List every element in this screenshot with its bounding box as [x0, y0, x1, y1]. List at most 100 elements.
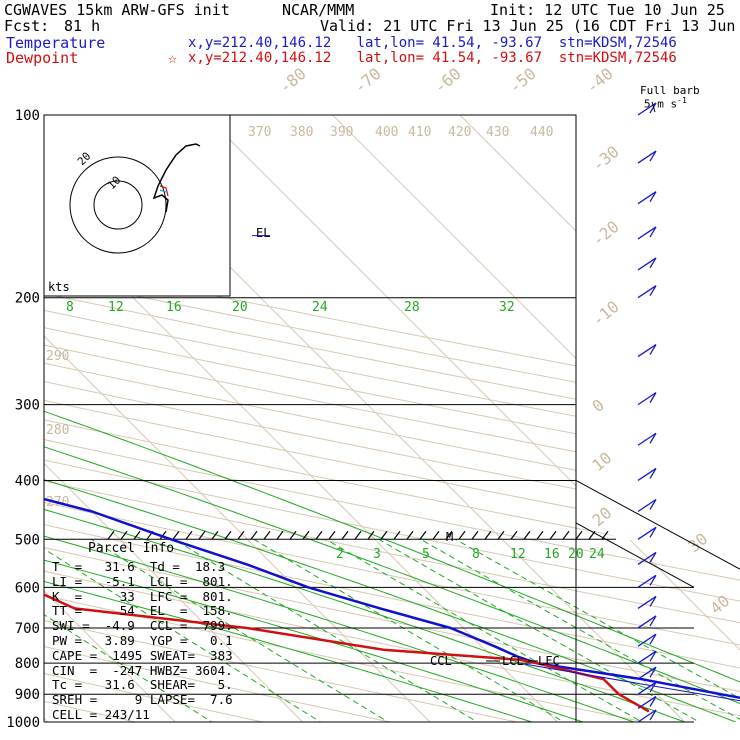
wind-barb-flag — [649, 150, 657, 162]
wind-barb-flag — [649, 633, 657, 645]
wind-barb-flag — [649, 681, 657, 693]
mixing-ratio-label: 5 — [422, 547, 430, 562]
temperature-profile-point — [641, 678, 643, 680]
mixing-ratio-label: 2 — [336, 547, 344, 562]
pressure-tick-label: 600 — [15, 580, 40, 596]
isotherm-label: -50 — [505, 64, 539, 97]
freezing-hatch — [120, 530, 128, 540]
wind-barb-flag — [649, 650, 657, 662]
moist-adiabat-label: 12 — [108, 300, 124, 315]
isotherm-label: -70 — [350, 64, 384, 97]
wind-barb — [637, 681, 657, 695]
hodograph-units: kts — [48, 280, 70, 294]
wind-barb — [637, 633, 657, 647]
dry-adiabat — [44, 115, 740, 722]
moist-adiabat-label: 20 — [232, 300, 248, 315]
moist-adiabat-label: 16 — [166, 300, 182, 315]
hodograph-storm-motion — [159, 189, 167, 193]
wind-barb — [637, 257, 657, 271]
wind-barbs — [637, 101, 657, 723]
freezing-hatch — [458, 530, 466, 540]
wind-barb-flag — [649, 596, 657, 607]
wind-barb — [637, 467, 657, 481]
freezing-hatch — [601, 530, 609, 540]
dry-adiabat — [44, 115, 740, 722]
dry-adiabat-label: 280 — [46, 423, 69, 438]
init-time: Init: 12 UTC Tue 10 Jun 25 — [490, 1, 725, 19]
mixing-ratio-line — [91, 538, 410, 722]
barb-legend-sample — [651, 101, 656, 113]
freezing-hatch — [198, 530, 206, 540]
temperature-profile-point — [307, 586, 309, 589]
valid-time: Valid: 21 UTC Fri 13 Jun 25 (16 CDT Fri … — [320, 17, 740, 35]
temperature-profile-point — [379, 607, 381, 610]
dewpoint-profile — [44, 115, 650, 713]
wind-barb-flag — [649, 226, 657, 238]
dry-adiabat-label: 380 — [290, 125, 313, 140]
parcel-info-row: SWI = -4.9 CCL = 799. — [52, 618, 233, 634]
temperature-profile-point — [246, 563, 248, 566]
parcel-info-row: TT = 54 EL = 158. — [52, 603, 233, 619]
wind-barb-flag — [649, 432, 657, 444]
wind-barb-flag — [649, 499, 657, 510]
temperature-profile-point — [449, 627, 452, 629]
dewpoint-profile-point — [618, 693, 620, 695]
freezing-hatch — [211, 530, 219, 540]
isotherm — [77, 115, 698, 722]
isotherm-label: 10 — [588, 448, 615, 475]
pressure-tick-label: 200 — [15, 291, 40, 307]
moist-adiabat-label: 24 — [312, 300, 328, 315]
wind-barb-flag — [649, 709, 657, 721]
isotherm — [44, 115, 316, 722]
isotherm — [204, 115, 740, 722]
dry-adiabat-label: 370 — [248, 125, 271, 140]
mixing-ratio-label: 12 — [510, 547, 526, 562]
dry-adiabat — [44, 115, 710, 722]
freezing-hatch — [406, 530, 414, 540]
mixing-ratio-line — [44, 538, 342, 722]
dry-adiabat-label: 400 — [375, 125, 398, 140]
mixing-ratio-line — [378, 538, 723, 722]
freezing-hatch — [484, 530, 492, 540]
pressure-tick-label: 300 — [15, 398, 40, 414]
mixing-ratio-label: 3 — [373, 547, 381, 562]
wind-barb-flag — [649, 468, 657, 479]
mixing-ratio-line — [455, 538, 740, 722]
annotation-m: M — [446, 530, 453, 544]
freezing-hatch — [341, 530, 349, 540]
wind-barb — [637, 709, 657, 723]
wind-barb-flag — [649, 666, 657, 678]
freezing-hatch — [263, 530, 271, 540]
wind-barb-flag — [649, 526, 657, 538]
moist-adiabat-label: 32 — [499, 300, 515, 315]
annotation-lfc: LFC — [538, 654, 560, 668]
parcel-info-title: Parcel Info — [88, 541, 175, 556]
parcel-info-row: PW = 3.89 YGP = 0.1 — [52, 633, 233, 648]
plot-frame-diagonal — [575, 480, 740, 570]
freezing-hatch — [185, 530, 193, 540]
wind-barb — [637, 666, 657, 680]
isotherm — [332, 115, 740, 722]
freezing-hatch — [133, 530, 141, 540]
freezing-hatch — [302, 530, 310, 540]
mixing-ratio-line — [44, 538, 233, 722]
wind-barb — [637, 595, 657, 609]
freezing-hatch — [107, 530, 115, 540]
isotherm-label: 20 — [588, 503, 615, 530]
pressure-tick-label: 900 — [15, 687, 40, 703]
dry-adiabat — [44, 115, 740, 722]
freezing-hatch — [523, 530, 531, 540]
barb-legend-title: Full barb — [640, 84, 700, 97]
freezing-hatch — [250, 530, 258, 540]
wind-barb-flag — [649, 615, 657, 627]
hodograph-low-trace — [159, 185, 169, 197]
pressure-tick-label: 800 — [15, 656, 40, 672]
dry-adiabat — [44, 115, 740, 722]
temperature-profile-point — [493, 645, 496, 647]
parcel-info-row: T = 31.6 Td = 18.3 — [52, 559, 226, 574]
freezing-hatch — [393, 530, 401, 540]
isotherm-label: -40 — [582, 64, 616, 97]
pressure-tick-label: 400 — [15, 473, 40, 489]
freezing-hatch — [575, 530, 583, 540]
